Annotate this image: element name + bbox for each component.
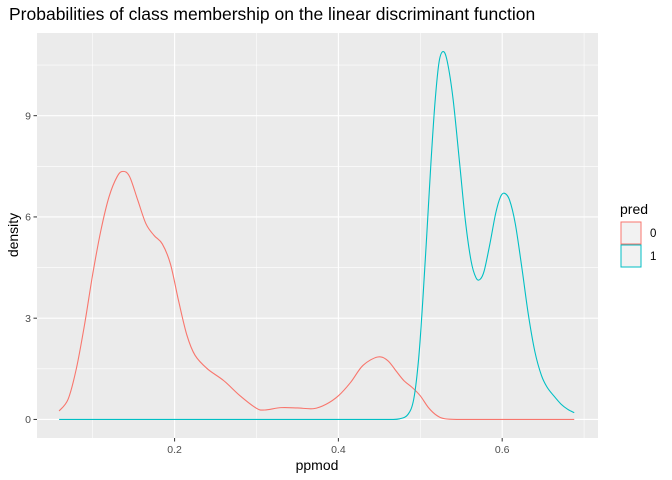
y-tick-label: 3 — [25, 313, 31, 325]
density-curves — [58, 51, 575, 421]
legend-label-0: 0 — [650, 228, 656, 240]
y-axis-label: density — [5, 213, 21, 257]
x-axis: 0.2 0.4 0.6 — [167, 438, 510, 456]
minor-gridlines — [37, 33, 598, 438]
density-line-0 — [58, 170, 575, 421]
legend: pred 0 1 — [620, 201, 656, 268]
legend-key-1 — [620, 244, 642, 268]
x-tick-label: 0.2 — [167, 444, 182, 456]
y-axis: 0 3 6 9 — [25, 110, 37, 426]
legend-key-0 — [620, 221, 642, 245]
x-tick-label: 0.6 — [495, 444, 510, 456]
y-tick-label: 6 — [25, 212, 31, 224]
legend-title: pred — [620, 201, 648, 217]
density-line-1 — [59, 51, 575, 421]
x-axis-label: ppmod — [296, 457, 339, 473]
plot-panel — [37, 33, 598, 438]
y-tick-label: 9 — [25, 110, 31, 122]
x-tick-label: 0.4 — [331, 444, 346, 456]
legend-label-1: 1 — [650, 251, 656, 263]
y-tick-label: 0 — [25, 414, 31, 426]
chart-title: Probabilities of class membership on the… — [9, 4, 535, 24]
